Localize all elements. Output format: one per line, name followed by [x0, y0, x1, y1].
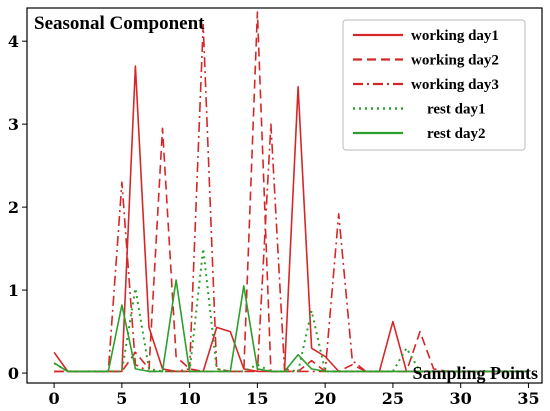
plot-frame: [26, 7, 543, 384]
y-tick-label: 4: [8, 32, 19, 51]
x-tick-label: 15: [246, 389, 268, 408]
x-tick-label: 20: [314, 389, 336, 408]
x-tick-label: 10: [178, 389, 200, 408]
x-tick-label: 25: [382, 389, 404, 408]
y-tick-label: 2: [8, 198, 19, 217]
chart-title: Seasonal Component: [34, 13, 205, 34]
y-axis: 0 1 2 3 4: [8, 32, 27, 383]
x-axis-label: Sampling Points: [412, 363, 538, 383]
legend: working day1 working day2 working day3 rest…: [342, 19, 526, 151]
legend-box: [342, 19, 526, 151]
x-tick-label: 30: [450, 389, 472, 408]
y-tick-label: 3: [8, 115, 19, 134]
series-lines: [53, 11, 529, 373]
legend-label: working day2: [411, 53, 499, 69]
legend-label: working day1: [411, 28, 499, 44]
x-axis: 0 5 10 15 20 25 30 35: [49, 383, 540, 408]
x-tick-label: 5: [116, 389, 127, 408]
x-tick-label: 0: [49, 389, 60, 408]
y-tick-label: 0: [8, 364, 19, 383]
legend-label: rest day2: [427, 126, 485, 142]
y-tick-label: 1: [8, 281, 19, 300]
legend-label: working day3: [411, 77, 499, 93]
legend-label: rest day1: [427, 102, 485, 118]
series-line-rest-day2: [53, 279, 529, 373]
x-tick-label: 35: [517, 389, 539, 408]
